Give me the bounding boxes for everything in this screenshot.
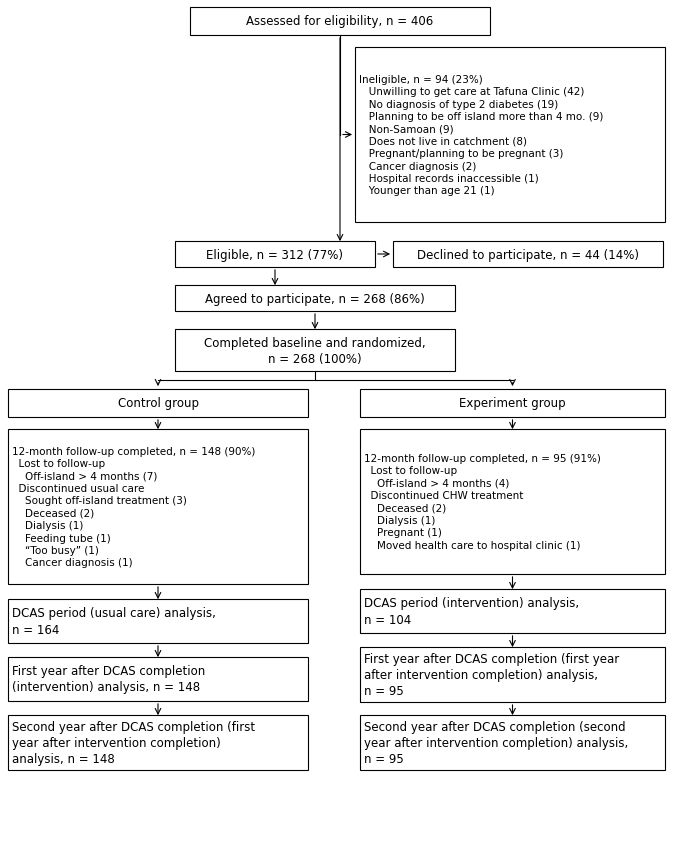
Bar <box>8 599 308 643</box>
Text: Agreed to participate, n = 268 (86%): Agreed to participate, n = 268 (86%) <box>205 292 425 306</box>
Bar <box>8 657 308 701</box>
Bar <box>360 390 665 418</box>
Bar <box>8 715 308 770</box>
Bar <box>190 8 490 36</box>
Text: Completed baseline and randomized,
n = 268 (100%): Completed baseline and randomized, n = 2… <box>204 336 426 365</box>
Text: Control group: Control group <box>118 397 199 410</box>
Text: 12-month follow-up completed, n = 95 (91%)
  Lost to follow-up
    Off-island > : 12-month follow-up completed, n = 95 (91… <box>364 453 601 550</box>
Bar <box>360 715 665 770</box>
Text: Ineligible, n = 94 (23%)
   Unwilling to get care at Tafuna Clinic (42)
   No di: Ineligible, n = 94 (23%) Unwilling to ge… <box>359 74 603 196</box>
Text: DCAS period (usual care) analysis,
n = 164: DCAS period (usual care) analysis, n = 1… <box>12 607 216 636</box>
Bar <box>360 430 665 574</box>
Text: Second year after DCAS completion (second
year after intervention completion) an: Second year after DCAS completion (secon… <box>364 720 628 766</box>
Bar <box>393 241 663 268</box>
Bar <box>360 647 665 702</box>
Text: 12-month follow-up completed, n = 148 (90%)
  Lost to follow-up
    Off-island >: 12-month follow-up completed, n = 148 (9… <box>12 446 256 568</box>
Text: First year after DCAS completion (first year
after intervention completion) anal: First year after DCAS completion (first … <box>364 652 619 697</box>
Text: DCAS period (intervention) analysis,
n = 104: DCAS period (intervention) analysis, n =… <box>364 597 579 625</box>
Text: Declined to participate, n = 44 (14%): Declined to participate, n = 44 (14%) <box>417 248 639 261</box>
Bar <box>8 430 308 584</box>
Text: Second year after DCAS completion (first
year after intervention completion)
ana: Second year after DCAS completion (first… <box>12 720 255 766</box>
Bar <box>8 390 308 418</box>
Bar <box>175 330 455 371</box>
Bar <box>355 48 665 223</box>
Text: First year after DCAS completion
(intervention) analysis, n = 148: First year after DCAS completion (interv… <box>12 665 205 694</box>
Text: Experiment group: Experiment group <box>459 397 566 410</box>
Text: Assessed for eligibility, n = 406: Assessed for eligibility, n = 406 <box>246 15 434 29</box>
Bar <box>360 589 665 633</box>
Bar <box>175 285 455 311</box>
Bar <box>175 241 375 268</box>
Text: Eligible, n = 312 (77%): Eligible, n = 312 (77%) <box>207 248 343 261</box>
